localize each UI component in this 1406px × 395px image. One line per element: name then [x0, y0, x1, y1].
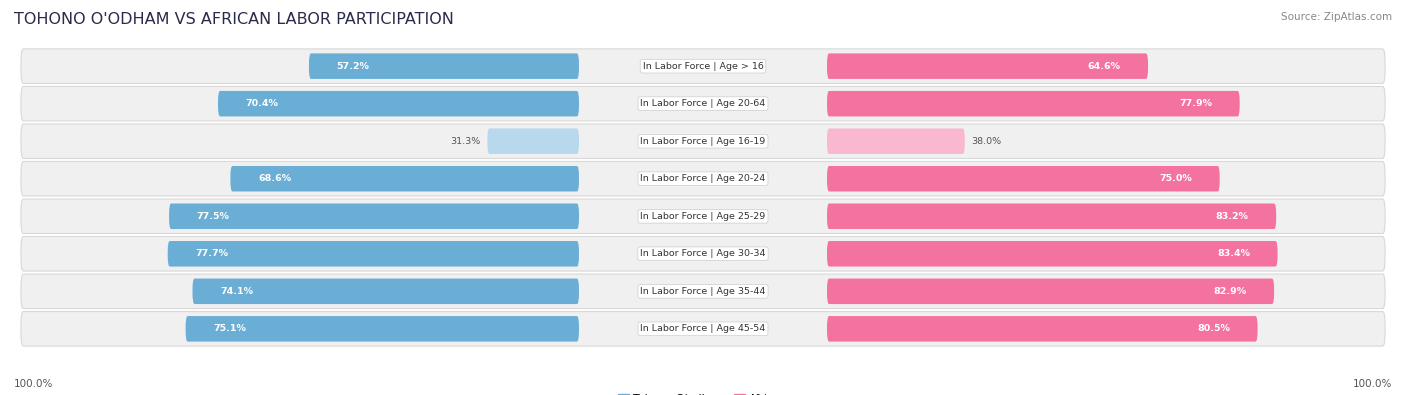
Text: In Labor Force | Age > 16: In Labor Force | Age > 16 — [643, 62, 763, 71]
Text: 100.0%: 100.0% — [14, 379, 53, 389]
Text: 74.1%: 74.1% — [221, 287, 253, 296]
FancyBboxPatch shape — [21, 274, 1385, 308]
FancyBboxPatch shape — [827, 91, 1240, 117]
Text: 77.7%: 77.7% — [195, 249, 228, 258]
FancyBboxPatch shape — [827, 203, 1277, 229]
Text: In Labor Force | Age 20-24: In Labor Force | Age 20-24 — [640, 174, 766, 183]
FancyBboxPatch shape — [21, 162, 1385, 196]
FancyBboxPatch shape — [21, 49, 1385, 83]
Text: 68.6%: 68.6% — [257, 174, 291, 183]
FancyBboxPatch shape — [231, 166, 579, 192]
Text: 77.5%: 77.5% — [197, 212, 229, 221]
FancyBboxPatch shape — [827, 316, 1257, 342]
FancyBboxPatch shape — [309, 53, 579, 79]
Text: 82.9%: 82.9% — [1213, 287, 1247, 296]
Text: In Labor Force | Age 20-64: In Labor Force | Age 20-64 — [640, 99, 766, 108]
Text: In Labor Force | Age 30-34: In Labor Force | Age 30-34 — [640, 249, 766, 258]
Text: 64.6%: 64.6% — [1087, 62, 1121, 71]
Text: 75.0%: 75.0% — [1160, 174, 1192, 183]
Text: 83.2%: 83.2% — [1216, 212, 1249, 221]
Text: 75.1%: 75.1% — [214, 324, 246, 333]
Text: In Labor Force | Age 35-44: In Labor Force | Age 35-44 — [640, 287, 766, 296]
FancyBboxPatch shape — [827, 278, 1274, 304]
Text: 31.3%: 31.3% — [450, 137, 481, 146]
FancyBboxPatch shape — [21, 87, 1385, 121]
Text: 77.9%: 77.9% — [1180, 99, 1212, 108]
Text: TOHONO O'ODHAM VS AFRICAN LABOR PARTICIPATION: TOHONO O'ODHAM VS AFRICAN LABOR PARTICIP… — [14, 12, 454, 27]
FancyBboxPatch shape — [167, 241, 579, 267]
Text: 70.4%: 70.4% — [246, 99, 278, 108]
Text: 80.5%: 80.5% — [1197, 324, 1230, 333]
Text: In Labor Force | Age 45-54: In Labor Force | Age 45-54 — [640, 324, 766, 333]
FancyBboxPatch shape — [21, 237, 1385, 271]
FancyBboxPatch shape — [186, 316, 579, 342]
FancyBboxPatch shape — [488, 128, 579, 154]
Text: In Labor Force | Age 25-29: In Labor Force | Age 25-29 — [640, 212, 766, 221]
FancyBboxPatch shape — [169, 203, 579, 229]
Text: 38.0%: 38.0% — [972, 137, 1002, 146]
Text: 83.4%: 83.4% — [1218, 249, 1250, 258]
FancyBboxPatch shape — [21, 312, 1385, 346]
FancyBboxPatch shape — [827, 241, 1278, 267]
FancyBboxPatch shape — [193, 278, 579, 304]
Text: In Labor Force | Age 16-19: In Labor Force | Age 16-19 — [640, 137, 766, 146]
Text: Source: ZipAtlas.com: Source: ZipAtlas.com — [1281, 12, 1392, 22]
FancyBboxPatch shape — [827, 128, 965, 154]
FancyBboxPatch shape — [827, 166, 1219, 192]
Legend: Tohono O'odham, African: Tohono O'odham, African — [613, 389, 793, 395]
FancyBboxPatch shape — [21, 199, 1385, 233]
FancyBboxPatch shape — [827, 53, 1149, 79]
FancyBboxPatch shape — [218, 91, 579, 117]
Text: 100.0%: 100.0% — [1353, 379, 1392, 389]
FancyBboxPatch shape — [21, 124, 1385, 158]
Text: 57.2%: 57.2% — [336, 62, 370, 71]
